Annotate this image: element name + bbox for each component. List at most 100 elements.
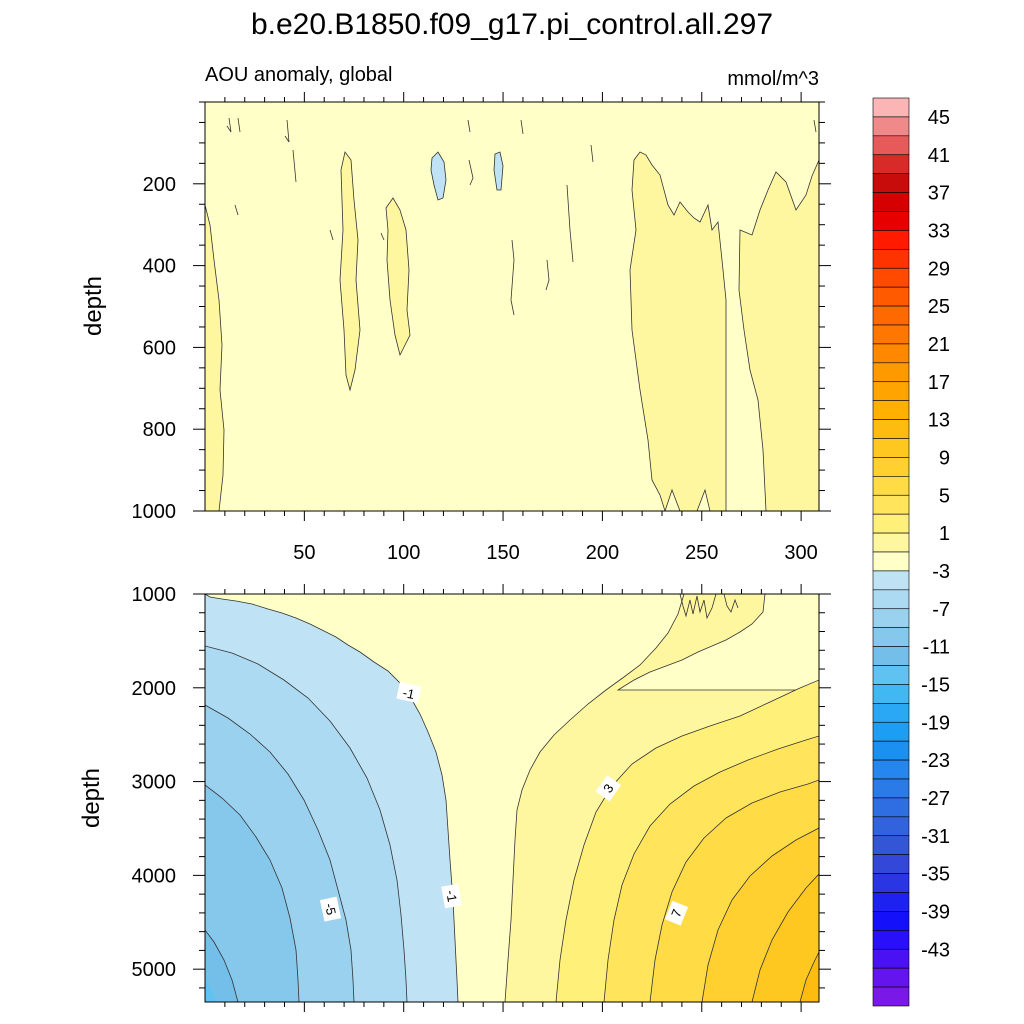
colorbar-swatch xyxy=(872,873,910,893)
y-tick-label: 400 xyxy=(143,256,176,278)
y-tick-label: 800 xyxy=(143,419,176,441)
colorbar-swatch xyxy=(872,759,910,780)
x-tick-label: 300 xyxy=(784,542,817,564)
colorbar-swatch xyxy=(872,381,910,401)
contour-label-box xyxy=(664,900,689,926)
colorbar-label: 33 xyxy=(928,220,950,242)
colorbar-swatch xyxy=(872,343,910,364)
contour-label-box xyxy=(396,681,422,704)
y-tick-label: 3000 xyxy=(132,772,177,794)
colorbar-swatch xyxy=(872,570,910,591)
colorbar-swatch xyxy=(872,438,910,458)
colorbar-swatch xyxy=(872,816,910,837)
colorbar-swatch xyxy=(872,646,910,666)
colorbar-swatches xyxy=(872,97,910,1007)
colorbar-swatch xyxy=(872,532,910,553)
contour-label: -1 xyxy=(401,685,415,702)
lower-contour-fills xyxy=(205,594,819,1002)
colorbar-swatch xyxy=(872,778,910,799)
colorbar-swatch xyxy=(872,721,910,742)
lower-fill-level-neg11 xyxy=(205,980,216,1002)
colorbar-swatch xyxy=(872,154,910,174)
contour-label-box xyxy=(441,883,462,909)
colorbar-swatch xyxy=(872,665,910,685)
colorbar-label: -23 xyxy=(921,750,950,772)
colorbar-label: 1 xyxy=(939,523,950,545)
colorbar-swatch xyxy=(872,230,910,250)
lower-panel: -1 -1 -5 3 7 1000 2000 3000 4000 5000 depth xyxy=(78,584,831,1012)
y-tick-label: 600 xyxy=(143,337,176,359)
lower-noisy-contour xyxy=(679,594,739,620)
lower-plot-frame xyxy=(204,593,820,1003)
colorbar-swatch xyxy=(872,684,910,704)
y-tick-label: 2000 xyxy=(132,678,177,700)
x-tick-label: 150 xyxy=(486,542,519,564)
lower-axis-ticks xyxy=(193,584,831,1012)
colorbar-label: 41 xyxy=(928,145,950,167)
y-tick-label: 200 xyxy=(143,174,176,196)
units-label: mmol/m^3 xyxy=(727,68,819,90)
colorbar-label: 29 xyxy=(928,258,950,280)
lower-fill-level-13 xyxy=(799,951,819,1002)
colorbar-swatch xyxy=(872,135,910,156)
colorbar-swatch xyxy=(872,286,910,307)
upper-fill-level-neg1 xyxy=(430,151,447,201)
upper-axis-labels: 50 100 150 200 250 300 200 400 600 800 1000 xyxy=(132,174,818,564)
colorbar-labels: 45 41 37 33 29 25 21 17 13 9 5 1 -3 -7 -11 -15 -19 -23 -27… xyxy=(921,107,950,961)
colorbar-label: -11 xyxy=(923,637,950,659)
upper-fill-level-1 xyxy=(205,204,225,511)
contour-label: -1 xyxy=(443,889,460,903)
colorbar-swatch xyxy=(872,476,910,496)
colorbar-swatch xyxy=(872,797,910,818)
upper-small-contours xyxy=(226,117,817,316)
lower-fill-level-neg7 xyxy=(205,784,300,1002)
colorbar-swatch xyxy=(872,249,910,269)
lower-y-axis-title: depth xyxy=(78,768,105,828)
colorbar-swatch xyxy=(872,362,910,383)
colorbar-label: -39 xyxy=(921,901,950,923)
colorbar-label: -15 xyxy=(921,674,950,696)
colorbar-label: 37 xyxy=(928,183,950,205)
y-tick-label: 1000 xyxy=(132,584,177,606)
colorbar-swatch xyxy=(872,324,910,345)
colorbar-swatch xyxy=(872,173,910,193)
colorbar-swatch xyxy=(872,854,910,874)
colorbar-label: -7 xyxy=(932,599,950,621)
upper-fill-level-1 xyxy=(339,151,361,392)
colorbar-swatch xyxy=(872,986,910,1007)
colorbar-label: 9 xyxy=(939,447,950,469)
y-tick-label: 1000 xyxy=(132,501,177,523)
colorbar-swatch xyxy=(872,892,910,912)
upper-fill-level-neg1 xyxy=(493,151,504,191)
y-tick-label: 4000 xyxy=(132,865,177,887)
colorbar-swatch xyxy=(872,608,910,628)
colorbar-swatch xyxy=(872,835,910,855)
colorbar-label: -43 xyxy=(921,939,950,961)
colorbar-swatch xyxy=(872,267,910,288)
colorbar-swatch xyxy=(872,305,910,326)
colorbar-swatch xyxy=(872,211,910,231)
y-tick-label: 5000 xyxy=(132,959,177,981)
contour-label: -5 xyxy=(322,902,339,916)
colorbar-swatch xyxy=(872,400,910,420)
colorbar-swatch xyxy=(872,192,910,212)
colorbar-label: -19 xyxy=(921,712,950,734)
colorbar-swatch xyxy=(872,627,910,647)
lower-axis-labels: 1000 2000 3000 4000 5000 xyxy=(132,584,177,981)
colorbar-label: 5 xyxy=(939,485,950,507)
x-tick-label: 50 xyxy=(293,542,315,564)
colorbar-label: 25 xyxy=(928,296,950,318)
colorbar-swatch xyxy=(872,419,910,439)
contour-label-box xyxy=(319,896,342,922)
colorbar-label: -27 xyxy=(921,788,950,810)
colorbar-swatch xyxy=(872,457,910,477)
colorbar-label: -31 xyxy=(921,826,950,848)
colorbar-swatch xyxy=(872,703,910,723)
colorbar-swatch xyxy=(872,589,910,610)
upper-y-axis-title: depth xyxy=(80,276,107,336)
colorbar-label: 17 xyxy=(928,372,950,394)
colorbar-label: -3 xyxy=(932,561,950,583)
lower-fill-level-11 xyxy=(751,873,819,1002)
colorbar-swatch xyxy=(872,930,910,950)
